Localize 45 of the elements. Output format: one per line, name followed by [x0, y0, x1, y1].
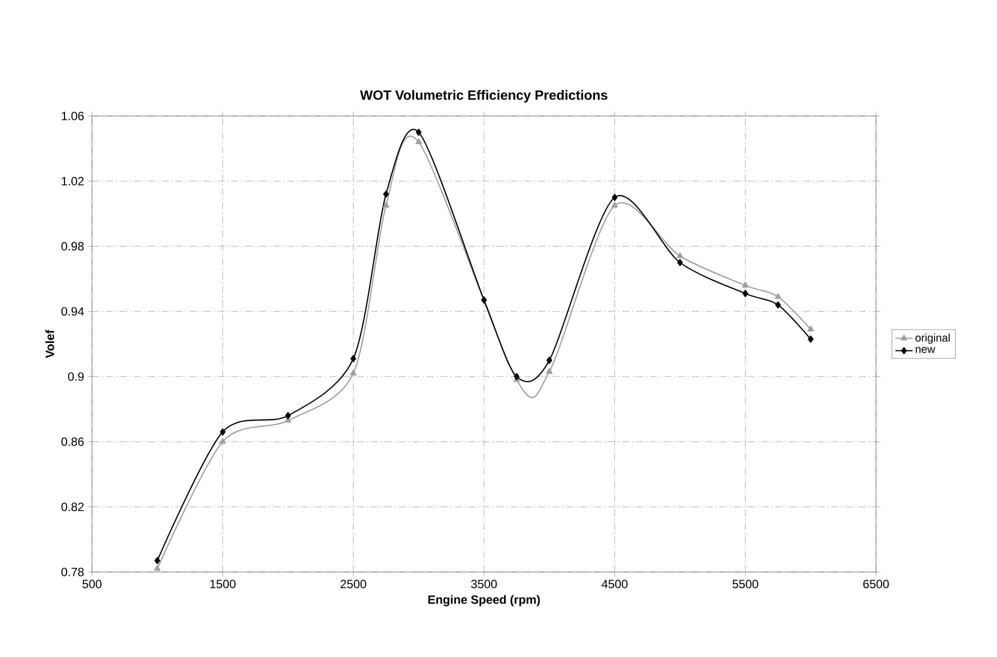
point	[220, 428, 226, 436]
point	[677, 258, 683, 266]
point	[382, 202, 390, 208]
x-tick-label: 2500	[340, 580, 366, 588]
point	[416, 128, 422, 136]
point	[514, 372, 520, 380]
y-tick-label: 0.82	[61, 502, 84, 512]
point	[676, 252, 684, 258]
x-tick-label: 1500	[210, 580, 236, 588]
x-tick-label: 4500	[602, 580, 628, 588]
y-tick-label: 0.94	[61, 307, 84, 316]
x-tick-label: 5500	[732, 580, 758, 588]
point	[350, 355, 356, 362]
point	[774, 293, 782, 299]
point	[612, 194, 618, 202]
x-tick-label: 3500	[471, 580, 497, 588]
point	[775, 301, 781, 308]
point	[742, 282, 749, 288]
y-tick-label: 1.02	[62, 176, 84, 186]
legend-label: new	[916, 347, 936, 354]
point	[415, 138, 422, 144]
point	[154, 565, 161, 571]
point	[742, 290, 748, 298]
point	[546, 368, 553, 374]
point	[611, 202, 618, 208]
y-axis-title: Volef	[45, 330, 54, 358]
point	[546, 356, 552, 364]
x-tick-label: 500	[82, 580, 102, 588]
y-tick-label: 0.86	[61, 437, 84, 446]
chart-title: WOT Volumetric Efficiency Predictions	[360, 90, 608, 103]
x-axis-title: Engine Speed (rpm)	[428, 595, 540, 606]
point	[219, 438, 226, 444]
point	[807, 326, 814, 332]
legend-label: original	[916, 334, 950, 344]
point	[808, 336, 814, 343]
point	[154, 557, 160, 564]
y-tick-label: 0.9	[68, 372, 84, 381]
y-tick-label: 0.98	[61, 242, 84, 251]
x-tick-label: 6500	[863, 580, 889, 588]
y-tick-label: 1.06	[62, 112, 84, 120]
point	[383, 190, 389, 198]
y-tick-label: 0.78	[61, 568, 84, 576]
point	[285, 412, 291, 420]
point	[481, 296, 487, 304]
point	[350, 370, 357, 376]
